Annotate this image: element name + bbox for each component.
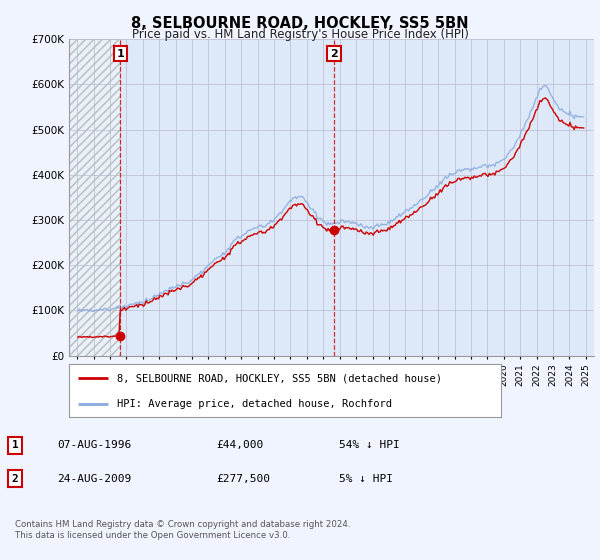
Text: 2: 2	[330, 49, 338, 59]
Text: Price paid vs. HM Land Registry's House Price Index (HPI): Price paid vs. HM Land Registry's House …	[131, 28, 469, 41]
Text: 1: 1	[11, 440, 19, 450]
Bar	[69, 39, 120, 356]
Text: 07-AUG-1996: 07-AUG-1996	[57, 440, 131, 450]
Text: 2: 2	[11, 474, 19, 484]
Text: 1: 1	[116, 49, 124, 59]
Text: 24-AUG-2009: 24-AUG-2009	[57, 474, 131, 484]
Text: £277,500: £277,500	[216, 474, 270, 484]
Text: 5% ↓ HPI: 5% ↓ HPI	[339, 474, 393, 484]
Bar	[69, 39, 120, 356]
Text: Contains HM Land Registry data © Crown copyright and database right 2024.
This d: Contains HM Land Registry data © Crown c…	[15, 520, 350, 540]
Text: HPI: Average price, detached house, Rochford: HPI: Average price, detached house, Roch…	[116, 399, 392, 409]
Text: 54% ↓ HPI: 54% ↓ HPI	[339, 440, 400, 450]
Text: 8, SELBOURNE ROAD, HOCKLEY, SS5 5BN (detached house): 8, SELBOURNE ROAD, HOCKLEY, SS5 5BN (det…	[116, 374, 442, 384]
Text: 8, SELBOURNE ROAD, HOCKLEY, SS5 5BN: 8, SELBOURNE ROAD, HOCKLEY, SS5 5BN	[131, 16, 469, 31]
Text: £44,000: £44,000	[216, 440, 263, 450]
